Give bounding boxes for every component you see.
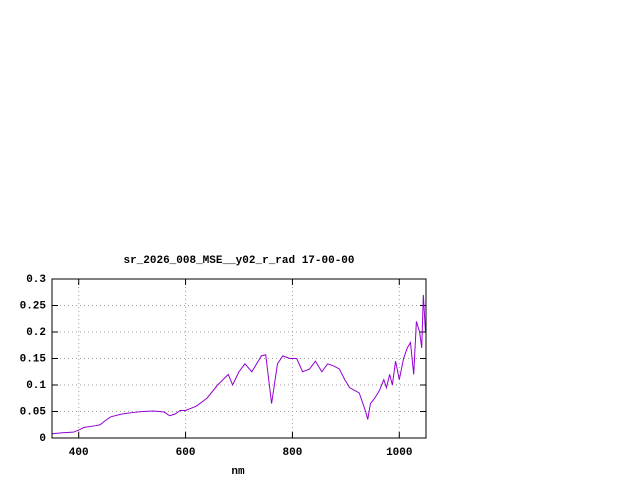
y-tick-label: 0.2 [26,327,46,339]
y-tick-label: 0.05 [20,406,47,418]
plot-border [51,278,427,439]
y-tick-label: 0.25 [20,300,47,312]
y-tick-label: 0.15 [20,353,47,365]
y-tick-label: 0.3 [26,274,46,286]
y-tick-label: 0 [39,433,46,445]
x-tick-label: 600 [176,447,196,459]
x-tick-label: 400 [69,447,89,459]
x-axis-label: nm [231,466,245,478]
data-line [51,294,426,435]
y-tick-label: 0.1 [26,380,46,392]
x-tick-label: 800 [283,447,303,459]
chart-title: sr_2026_008_MSE__y02_r_rad 17-00-00 [123,255,354,267]
x-tick-label: 1000 [386,447,412,459]
